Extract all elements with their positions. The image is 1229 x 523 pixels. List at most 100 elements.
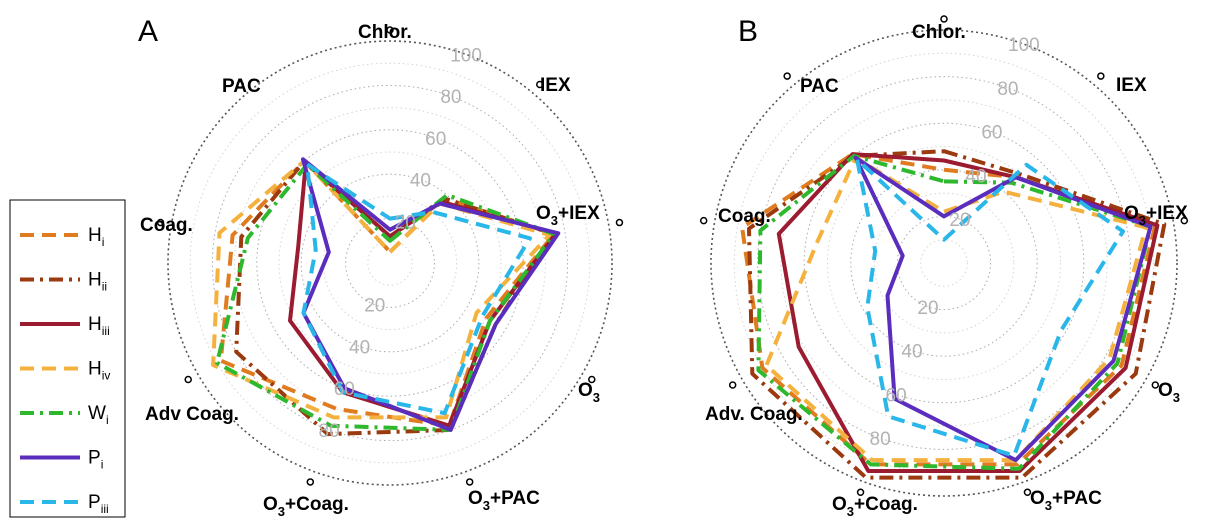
grid-ring bbox=[322, 195, 458, 331]
series-wi-line bbox=[756, 153, 1153, 471]
series-wi-line bbox=[215, 162, 556, 432]
tick-label: 20 bbox=[364, 296, 385, 317]
legend-label-hiii: Hiii bbox=[88, 314, 110, 338]
axis-label: O3+Coag. bbox=[263, 494, 349, 519]
tick-label: 100 bbox=[1008, 35, 1040, 56]
tick-label: 80 bbox=[319, 421, 340, 442]
tick-label: 80 bbox=[440, 87, 461, 108]
axis-label: O3 bbox=[1158, 380, 1180, 405]
axis-marker bbox=[940, 15, 948, 23]
tick-labels-b: 20 40 60 80 100 20 40 60 80 bbox=[870, 35, 1040, 450]
legend-label-piii: Piii bbox=[88, 492, 109, 516]
legend-label-pi: Pi bbox=[88, 448, 103, 472]
axis-marker bbox=[536, 80, 544, 89]
axis-marker bbox=[615, 218, 624, 227]
tick-label: 40 bbox=[901, 342, 922, 363]
grid-ring bbox=[234, 107, 546, 419]
axis-label: Adv Coag. bbox=[145, 404, 239, 425]
grid-ring bbox=[780, 99, 1108, 427]
axis-label: O3+IEX bbox=[1124, 203, 1188, 228]
tick-label: 20 bbox=[917, 298, 938, 319]
tick-label: 80 bbox=[997, 79, 1018, 100]
axis-marker bbox=[1180, 216, 1189, 225]
panel-label-b: B bbox=[738, 15, 758, 48]
panel-label-a: A bbox=[138, 15, 158, 48]
tick-label: 40 bbox=[965, 167, 986, 188]
axis-marker bbox=[783, 72, 791, 80]
legend-label-hi: Hi bbox=[88, 225, 104, 249]
tick-label: 60 bbox=[425, 129, 446, 150]
grid-ring bbox=[896, 215, 992, 311]
axis-marker bbox=[588, 375, 596, 384]
axis-marker bbox=[184, 375, 192, 384]
tick-label: 60 bbox=[886, 385, 907, 406]
grid-ring bbox=[827, 146, 1061, 380]
axis-marker bbox=[1023, 488, 1032, 497]
radar-panel-a: A 20 40 60 80 100 20 40 60 80 Chlor. IEX O3+IEX O3 O… bbox=[138, 15, 624, 519]
grid-ring bbox=[710, 29, 1178, 497]
legend: Hi Hii Hiii Hiv Wi Pi Piii bbox=[9, 199, 126, 518]
series-piii-line bbox=[855, 157, 1125, 458]
axis-marker bbox=[699, 216, 708, 225]
axis-label: Chlor. bbox=[358, 22, 412, 43]
axis-marker bbox=[728, 381, 737, 389]
tick-label: 20 bbox=[395, 212, 416, 233]
grid-ring bbox=[803, 122, 1085, 404]
series-piii-line bbox=[301, 162, 532, 416]
grid-ring bbox=[189, 62, 591, 464]
grid-ring bbox=[211, 84, 569, 442]
axis-label: O3+PAC bbox=[1030, 488, 1102, 513]
tick-label: 40 bbox=[410, 171, 431, 192]
grid-ring bbox=[300, 173, 480, 353]
legend-label-hiv: Hiv bbox=[88, 359, 110, 383]
tick-label: 20 bbox=[949, 210, 970, 231]
axis-marker bbox=[465, 478, 474, 486]
series-hii-line bbox=[747, 149, 1167, 480]
grid-ring bbox=[873, 192, 1015, 334]
axis-marker bbox=[1151, 381, 1160, 389]
tick-label: 60 bbox=[981, 123, 1002, 144]
legend-label-wi: Wi bbox=[88, 403, 109, 427]
axis-label: Coag. bbox=[718, 206, 771, 227]
axis-label: O3+PAC bbox=[468, 488, 540, 513]
grid-ring bbox=[167, 40, 613, 486]
axis-label: Adv. Coag. bbox=[705, 404, 803, 425]
tick-label: 100 bbox=[450, 46, 482, 67]
axis-labels-a: Chlor. IEX O3+IEX O3 O3+PAC O3+Coag. Adv Coag.… bbox=[140, 22, 600, 519]
axis-label: O3+IEX bbox=[536, 203, 600, 228]
radar-panel-b: B 20 40 60 80 100 20 40 60 80 Chlor. IEX O3+IEX O3 O… bbox=[699, 15, 1189, 519]
axis-label: Coag. bbox=[140, 215, 193, 236]
axis-label: IEX bbox=[1116, 75, 1147, 96]
grid-ring bbox=[278, 151, 502, 375]
axis-marker bbox=[1097, 72, 1105, 80]
axis-label: PAC bbox=[222, 76, 261, 97]
series-group-b bbox=[740, 149, 1167, 480]
legend-label-hii: Hii bbox=[88, 270, 107, 294]
axis-label: Chlor. bbox=[912, 22, 966, 43]
series-group-a bbox=[211, 157, 561, 437]
tick-labels-a: 20 40 60 80 100 20 40 60 80 bbox=[319, 46, 482, 442]
tick-label: 60 bbox=[334, 379, 355, 400]
axis-label: O3+Coag. bbox=[832, 494, 918, 519]
grid-ring bbox=[367, 240, 413, 286]
axis-marker bbox=[306, 478, 315, 486]
tick-label: 40 bbox=[349, 337, 370, 358]
series-hi-line bbox=[218, 159, 556, 428]
axis-label: IEX bbox=[540, 75, 571, 96]
axis-marker bbox=[236, 80, 244, 89]
tick-label: 80 bbox=[870, 429, 891, 450]
axis-label: PAC bbox=[800, 76, 839, 97]
legend-box bbox=[9, 199, 126, 518]
grid-ring bbox=[345, 218, 435, 308]
axis-label: O3 bbox=[578, 380, 600, 405]
series-pi-line bbox=[301, 157, 561, 432]
series-pi-line bbox=[853, 155, 1153, 463]
series-hiv-line bbox=[764, 155, 1148, 463]
grid-ring bbox=[920, 239, 968, 287]
grid-ring bbox=[850, 169, 1038, 357]
axis-marker bbox=[156, 218, 165, 227]
axis-labels-b: Chlor. IEX O3+IEX O3 O3+PAC O3+Coag. Adv. Coag… bbox=[705, 22, 1188, 519]
grid-ring bbox=[757, 76, 1131, 450]
axis-marker bbox=[856, 488, 865, 497]
